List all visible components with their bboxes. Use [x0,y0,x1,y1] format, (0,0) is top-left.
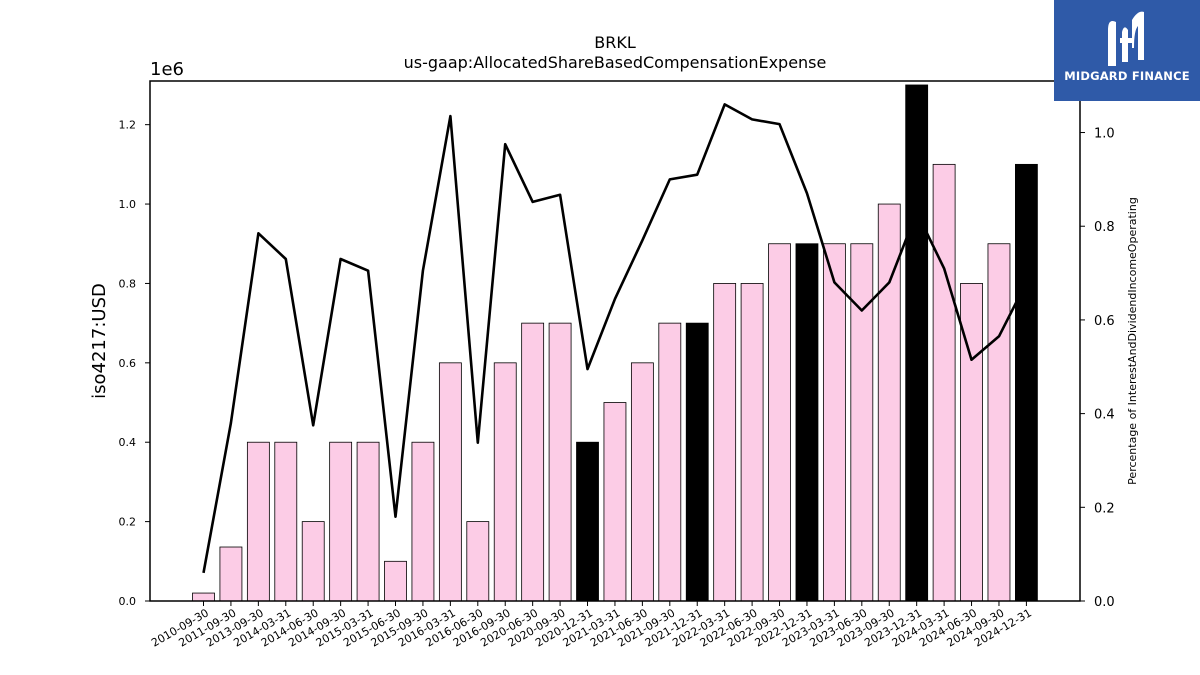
bar [548,322,572,602]
bar [192,592,215,602]
y2-tick-label: 0.6 [1094,314,1115,329]
y-tick-label: 0.0 [119,595,137,608]
bar [713,283,737,602]
bar [905,84,929,602]
y-tick-label: 1.2 [119,119,137,132]
bar [740,283,764,602]
bar [493,362,517,602]
y2-axis-ticks: 0.0 0.2 0.4 0.6 0.8 1.0 [1080,127,1115,610]
chart-subtitle: us-gaap:AllocatedShareBasedCompensationE… [404,53,827,72]
bar [603,402,627,602]
percentage-line [202,103,1028,574]
bar [329,441,353,602]
y2-tick-label: 1.0 [1094,127,1115,142]
bar [466,521,490,602]
x-axis-ticks: 2010-09-302011-09-302013-09-302014-03-31… [149,601,1034,650]
bar-series [192,84,1038,602]
bar [301,521,325,602]
y-tick-label: 0.2 [119,516,137,529]
y2-tick-label: 0.2 [1094,501,1115,516]
y-axis-ticks: 0.0 0.2 0.4 0.6 0.8 1.0 1.2 [119,119,150,608]
midgard-m-icon [1108,11,1144,66]
bar [987,243,1011,602]
bar [658,322,682,602]
y-offset-label: 1e6 [150,59,184,80]
y2-tick-label: 0.4 [1094,408,1115,423]
bar [1015,163,1038,602]
y-axis-label: iso4217:USD [89,283,110,399]
bar [576,441,599,602]
y2-tick-label: 0.0 [1094,595,1115,610]
bar [768,243,791,602]
bar [356,441,380,602]
bar [411,441,435,602]
bar [274,441,298,602]
midgard-finance-logo: MIDGARD FINANCE [1054,0,1200,101]
logo-text: MIDGARD FINANCE [1064,69,1190,83]
y2-tick-label: 0.8 [1094,220,1115,235]
bar [521,322,545,602]
y-tick-label: 1.0 [119,198,137,211]
bar [932,163,956,602]
chart-title: BRKL [594,33,636,52]
y-tick-label: 0.4 [119,436,137,449]
bar [630,362,654,602]
bar [438,362,462,602]
y-tick-label: 0.6 [119,357,137,370]
bar [246,441,270,602]
bar [384,560,407,602]
plot-frame [149,80,1081,602]
y-tick-label: 0.8 [119,277,137,290]
bar [795,243,819,602]
bar [219,546,243,602]
bar [685,322,709,602]
bar [822,243,846,602]
bar [850,243,874,602]
y2-axis-label: Percentage of InterestAndDividendIncomeO… [1126,197,1139,485]
